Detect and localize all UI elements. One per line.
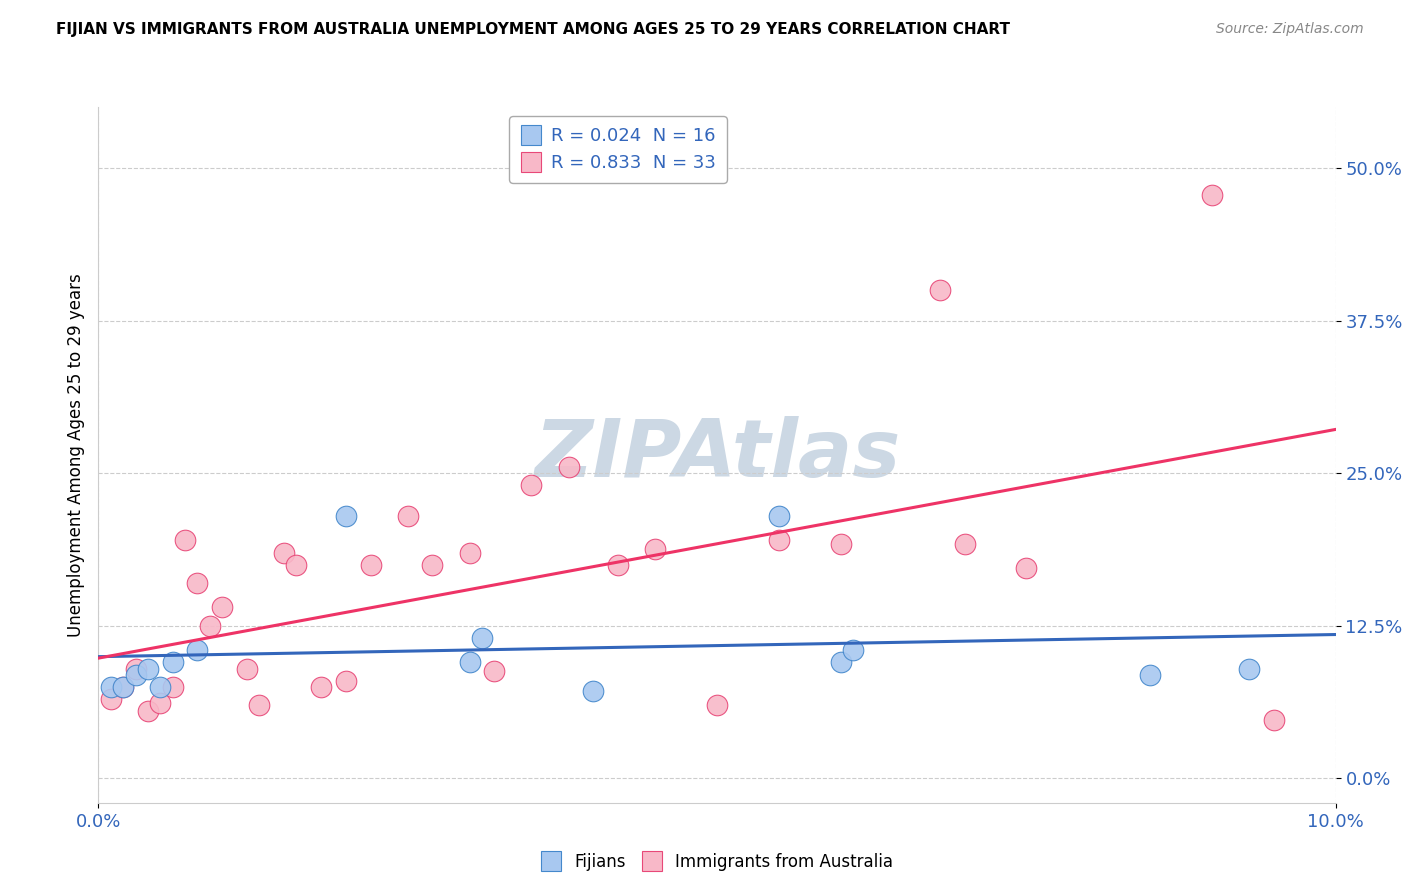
- Point: [112, 680, 135, 694]
- Point: [124, 667, 146, 681]
- Point: [953, 537, 976, 551]
- Point: [768, 508, 790, 523]
- Point: [100, 680, 122, 694]
- Point: [520, 478, 543, 492]
- Point: [471, 631, 494, 645]
- Point: [149, 696, 172, 710]
- Point: [1263, 713, 1285, 727]
- Point: [149, 680, 172, 694]
- Point: [186, 643, 208, 657]
- Legend: Fijians, Immigrants from Australia: Fijians, Immigrants from Australia: [534, 847, 900, 878]
- Text: FIJIAN VS IMMIGRANTS FROM AUSTRALIA UNEMPLOYMENT AMONG AGES 25 TO 29 YEARS CORRE: FIJIAN VS IMMIGRANTS FROM AUSTRALIA UNEM…: [56, 22, 1011, 37]
- Point: [396, 508, 419, 523]
- Point: [198, 619, 221, 633]
- Point: [842, 643, 865, 657]
- Point: [124, 661, 146, 675]
- Point: [422, 558, 444, 572]
- Point: [136, 661, 159, 675]
- Text: ZIPAtlas: ZIPAtlas: [534, 416, 900, 494]
- Point: [162, 656, 184, 670]
- Point: [360, 558, 382, 572]
- Point: [582, 683, 605, 698]
- Point: [273, 545, 295, 559]
- Point: [162, 680, 184, 694]
- Point: [830, 656, 852, 670]
- Point: [174, 533, 197, 548]
- Point: [309, 680, 332, 694]
- Point: [644, 541, 666, 556]
- Point: [1201, 188, 1223, 202]
- Point: [484, 664, 506, 678]
- Point: [335, 508, 357, 523]
- Point: [607, 558, 630, 572]
- Point: [458, 656, 481, 670]
- Point: [100, 692, 122, 706]
- Point: [236, 661, 259, 675]
- Y-axis label: Unemployment Among Ages 25 to 29 years: Unemployment Among Ages 25 to 29 years: [66, 273, 84, 637]
- Point: [247, 698, 270, 713]
- Point: [335, 673, 357, 688]
- Point: [706, 698, 728, 713]
- Point: [830, 537, 852, 551]
- Point: [211, 600, 233, 615]
- Point: [136, 704, 159, 718]
- Point: [1139, 667, 1161, 681]
- Point: [1015, 561, 1038, 575]
- Point: [186, 576, 208, 591]
- Point: [768, 533, 790, 548]
- Text: Source: ZipAtlas.com: Source: ZipAtlas.com: [1216, 22, 1364, 37]
- Point: [285, 558, 308, 572]
- Point: [112, 680, 135, 694]
- Point: [928, 283, 950, 297]
- Point: [458, 545, 481, 559]
- Point: [1237, 661, 1260, 675]
- Point: [557, 460, 579, 475]
